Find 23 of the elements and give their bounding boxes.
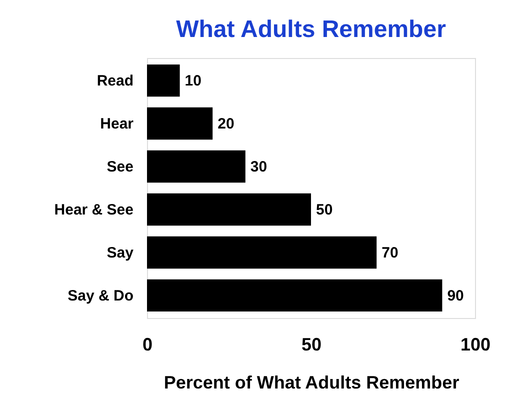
bar [147, 193, 311, 226]
bar [147, 107, 213, 140]
y-tick-label: Read [96, 72, 134, 90]
data-label: 70 [382, 244, 398, 262]
x-tick-label: 0 [142, 334, 153, 354]
x-tick-label: 100 [460, 334, 491, 354]
data-label: 30 [250, 158, 268, 176]
chart-title: What Adults Remember [176, 16, 446, 43]
bar [147, 64, 180, 97]
data-label: 20 [218, 116, 234, 133]
data-label: 10 [184, 72, 202, 90]
data-label: 50 [316, 201, 333, 218]
bar [147, 279, 442, 312]
y-tick-label: Say [106, 244, 134, 262]
y-tick-label: Hear & See [54, 201, 134, 218]
x-axis-title: Percent of What Adults Remember [164, 372, 460, 392]
x-tick-label: 50 [301, 334, 322, 354]
bar [147, 236, 377, 269]
y-tick-label: Say & Do [68, 287, 134, 304]
data-label: 90 [447, 287, 464, 304]
y-tick-label: See [106, 158, 134, 176]
y-tick-label: Hear [100, 116, 134, 133]
bar [147, 150, 246, 183]
